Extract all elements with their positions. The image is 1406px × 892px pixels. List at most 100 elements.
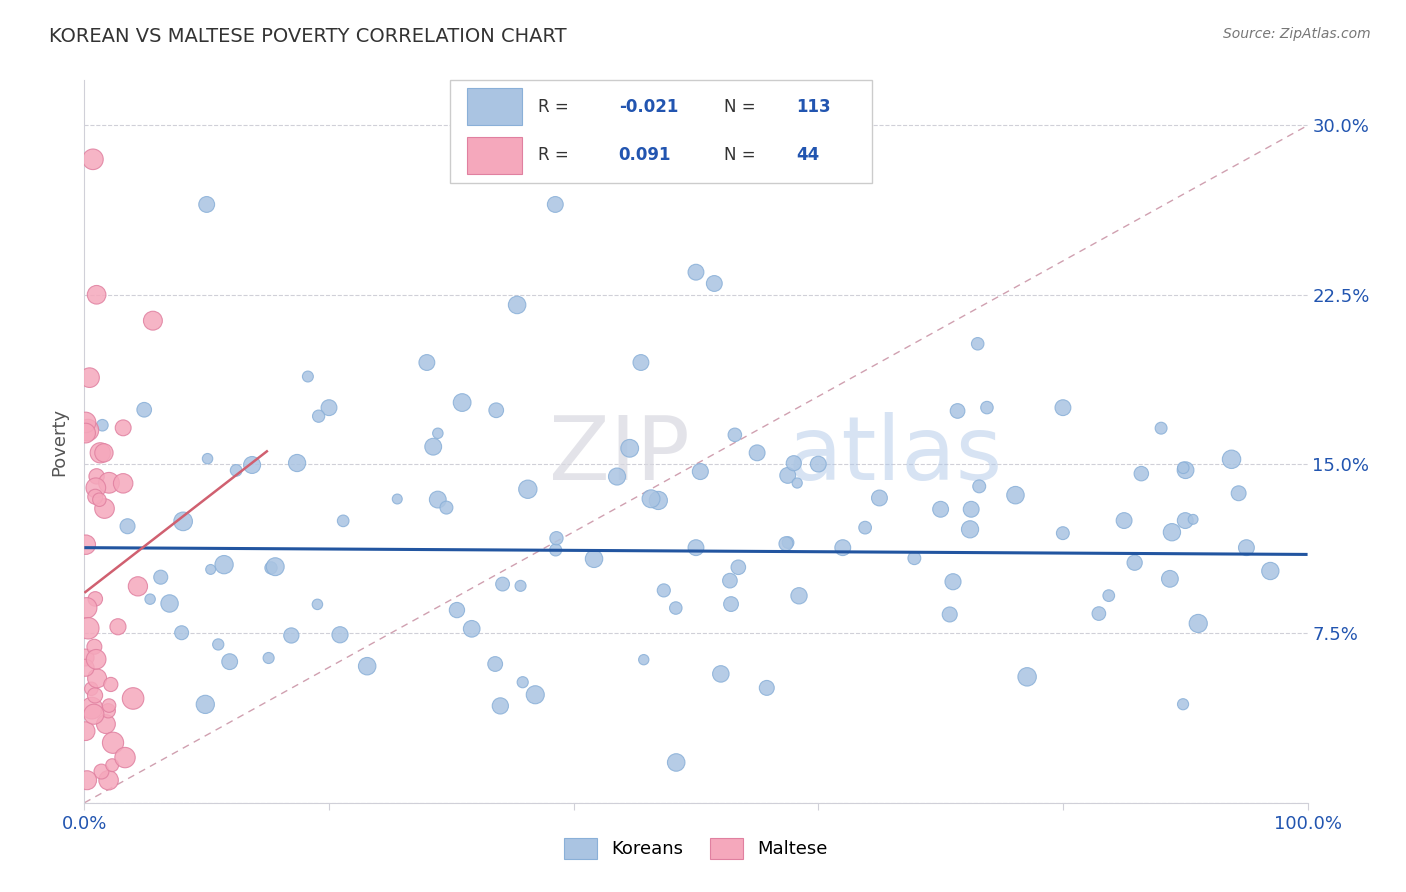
Point: [76, 773, 98, 788]
Point: [1098, 589, 1121, 603]
Point: [170, 625, 193, 640]
Point: [297, 369, 319, 384]
Point: [755, 681, 778, 695]
Point: [776, 468, 799, 483]
Point: [75, 426, 97, 441]
Text: N =: N =: [724, 98, 761, 116]
Point: [491, 577, 513, 591]
Point: [544, 197, 567, 211]
Point: [484, 657, 506, 671]
Point: [98, 698, 121, 713]
Point: [583, 551, 606, 566]
FancyBboxPatch shape: [467, 136, 522, 174]
Point: [546, 531, 568, 545]
Point: [903, 551, 925, 566]
Point: [387, 491, 409, 506]
Point: [89, 492, 111, 507]
Point: [264, 559, 287, 574]
Point: [807, 457, 830, 471]
Text: ZIP: ZIP: [550, 412, 690, 500]
Point: [79, 370, 101, 384]
Point: [200, 562, 222, 576]
Point: [544, 543, 567, 558]
Point: [1130, 467, 1153, 481]
Point: [260, 561, 283, 575]
Point: [149, 570, 172, 584]
Point: [703, 277, 725, 291]
Point: [652, 583, 675, 598]
Point: [509, 579, 531, 593]
Point: [485, 403, 508, 417]
Point: [775, 537, 797, 551]
Point: [80, 681, 103, 696]
Point: [225, 463, 247, 477]
Point: [76, 423, 98, 437]
Point: [86, 469, 108, 483]
Point: [946, 404, 969, 418]
Point: [1236, 541, 1258, 555]
Point: [307, 598, 329, 612]
Point: [747, 446, 769, 460]
Point: [76, 601, 98, 615]
Point: [1114, 514, 1136, 528]
Point: [93, 501, 115, 516]
Point: [117, 519, 139, 533]
Point: [1174, 463, 1197, 477]
Point: [960, 502, 983, 516]
Point: [1161, 525, 1184, 540]
Point: [665, 756, 688, 770]
Point: [959, 522, 981, 536]
Point: [967, 479, 990, 493]
Point: [139, 592, 162, 607]
Point: [83, 707, 105, 722]
Text: KOREAN VS MALTESE POVERTY CORRELATION CHART: KOREAN VS MALTESE POVERTY CORRELATION CH…: [49, 27, 567, 45]
Point: [197, 451, 219, 466]
Text: N =: N =: [724, 146, 761, 164]
Point: [422, 440, 444, 454]
Point: [75, 416, 97, 430]
Text: atlas: atlas: [787, 412, 1002, 500]
Point: [90, 764, 112, 779]
Point: [1171, 697, 1194, 711]
Point: [75, 538, 97, 552]
Point: [446, 603, 468, 617]
Point: [114, 750, 136, 764]
Point: [619, 442, 641, 456]
Point: [685, 265, 707, 279]
Point: [75, 724, 97, 739]
Point: [512, 675, 534, 690]
Point: [689, 465, 711, 479]
Point: [172, 514, 194, 528]
Point: [127, 579, 149, 593]
Point: [318, 401, 340, 415]
Point: [1173, 460, 1195, 475]
Point: [516, 482, 538, 496]
Point: [159, 597, 181, 611]
Point: [218, 655, 240, 669]
Point: [84, 591, 107, 606]
Point: [489, 698, 512, 713]
Point: [86, 287, 108, 301]
Point: [853, 521, 876, 535]
Text: -0.021: -0.021: [619, 98, 678, 116]
Text: R =: R =: [538, 98, 575, 116]
Y-axis label: Poverty: Poverty: [51, 408, 69, 475]
Point: [1088, 607, 1111, 621]
Point: [84, 481, 107, 495]
Point: [436, 500, 458, 515]
Point: [1150, 421, 1173, 435]
Text: 0.091: 0.091: [619, 146, 671, 164]
Point: [97, 773, 120, 788]
Point: [100, 677, 122, 691]
Point: [426, 492, 449, 507]
Point: [606, 469, 628, 483]
Point: [451, 395, 474, 409]
Point: [831, 541, 853, 555]
Point: [112, 476, 135, 491]
Point: [91, 418, 114, 433]
Point: [426, 426, 449, 441]
Point: [1227, 486, 1250, 500]
Point: [938, 607, 960, 622]
Point: [212, 558, 235, 572]
Point: [786, 475, 808, 490]
